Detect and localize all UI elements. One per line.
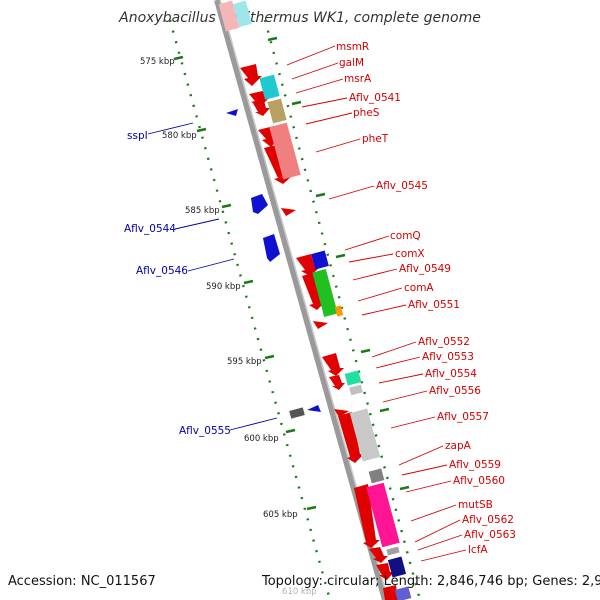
- genome-stats-label: Topology: circular; Length: 2,846,746 bp…: [262, 574, 600, 589]
- gene-label-lcfA[interactable]: lcfA: [468, 544, 488, 556]
- forward-gene-boxes: [259, 74, 412, 600]
- gene-label-Aflv_0562[interactable]: Aflv_0562: [462, 514, 514, 526]
- kbp-label: 600 kbp: [244, 434, 279, 444]
- gene-label-Aflv_0551[interactable]: Aflv_0551: [408, 299, 460, 311]
- right-guide-line: [263, 19, 422, 600]
- left-guide-line: [168, 19, 332, 600]
- gene-label-Aflv_0555[interactable]: Aflv_0555: [179, 425, 231, 437]
- gene-label-Aflv_0557[interactable]: Aflv_0557: [437, 411, 489, 423]
- gene-label-Aflv_0545[interactable]: Aflv_0545: [376, 180, 428, 192]
- gene-label-Aflv_0541[interactable]: Aflv_0541: [349, 92, 401, 104]
- gene-label-msmR[interactable]: msmR: [336, 41, 369, 53]
- gene-label-comQ[interactable]: comQ: [390, 230, 421, 242]
- gene-label-Aflv_0560[interactable]: Aflv_0560: [453, 475, 505, 487]
- gene-label-zapA[interactable]: zapA: [445, 440, 472, 452]
- kbp-label: 595 kbp: [227, 357, 262, 367]
- gene-label-comX[interactable]: comX: [395, 248, 425, 260]
- kbp-tick-marks: [173, 36, 410, 511]
- kbp-label: 590 kbp: [206, 282, 241, 292]
- faded-gene: [218, 0, 240, 32]
- gene-label-comA[interactable]: comA: [404, 282, 434, 294]
- accession-label: Accession: NC_011567: [8, 574, 156, 589]
- forward-connectors: [286, 45, 467, 562]
- kbp-label: 585 kbp: [185, 206, 220, 216]
- kbp-label: 605 kbp: [263, 510, 298, 520]
- gene-label-Aflv_0556[interactable]: Aflv_0556: [429, 385, 481, 397]
- gene-label-sspI[interactable]: sspI: [127, 130, 148, 142]
- forward-gene-arrows: [240, 64, 398, 600]
- gene-label-Aflv_0554[interactable]: Aflv_0554: [425, 368, 477, 380]
- reverse-connectors: [147, 122, 278, 431]
- gene-label-Aflv_0563[interactable]: Aflv_0563: [464, 529, 516, 541]
- gene-label-Aflv_0549[interactable]: Aflv_0549: [399, 263, 451, 275]
- gene-label-mutSB[interactable]: mutSB: [458, 499, 493, 511]
- gene-label-galM[interactable]: galM: [339, 57, 364, 69]
- gene-label-pheS[interactable]: pheS: [353, 107, 380, 119]
- faded-gene: [233, 0, 252, 28]
- kbp-label: 575 kbp: [140, 57, 175, 67]
- gene-label-Aflv_0559[interactable]: Aflv_0559: [449, 459, 501, 471]
- gene-label-Aflv_0544[interactable]: Aflv_0544: [124, 223, 176, 235]
- gene-label-msrA[interactable]: msrA: [344, 73, 372, 85]
- gene-label-Aflv_0546[interactable]: Aflv_0546: [136, 265, 188, 277]
- map-title: Anoxybacillus flavithermus WK1, complete…: [119, 10, 481, 26]
- reverse-gene-marks: [226, 109, 321, 419]
- gene-label-Aflv_0552[interactable]: Aflv_0552: [418, 336, 470, 348]
- gene-label-Aflv_0553[interactable]: Aflv_0553: [422, 351, 474, 363]
- gene-label-pheT[interactable]: pheT: [362, 133, 389, 145]
- kbp-label: 610 kbp: [282, 587, 317, 597]
- kbp-label: 580 kbp: [162, 131, 197, 141]
